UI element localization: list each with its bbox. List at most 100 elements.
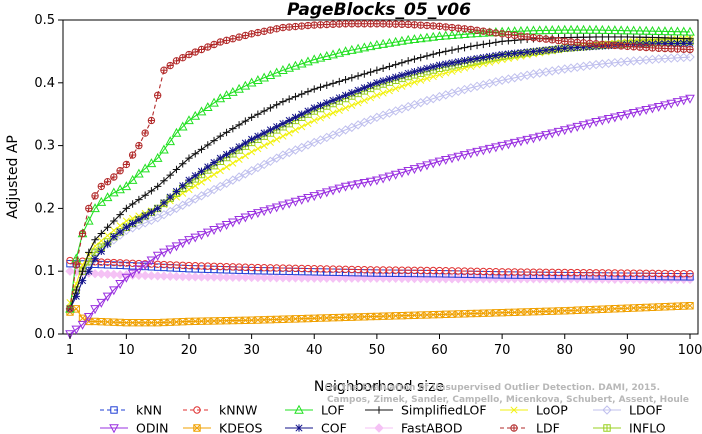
legend-label: FastABOD bbox=[401, 421, 463, 434]
data-point bbox=[278, 150, 288, 160]
data-point bbox=[177, 239, 188, 249]
data-point bbox=[197, 178, 206, 186]
legend-label: INFLO bbox=[629, 421, 666, 434]
data-point bbox=[72, 261, 80, 269]
data-point bbox=[191, 172, 199, 180]
data-point bbox=[77, 266, 88, 276]
data-point bbox=[686, 273, 694, 281]
data-point bbox=[204, 174, 212, 182]
data-point bbox=[290, 273, 301, 283]
data-point bbox=[353, 120, 363, 130]
data-point bbox=[465, 149, 476, 159]
data-point bbox=[404, 80, 412, 88]
data-point bbox=[134, 265, 144, 275]
data-point bbox=[185, 154, 193, 162]
data-point bbox=[398, 82, 406, 90]
data-point bbox=[110, 232, 118, 241]
data-point bbox=[178, 271, 188, 282]
data-point bbox=[491, 143, 501, 153]
data-point bbox=[196, 272, 207, 282]
legend-swatch-marker bbox=[294, 404, 304, 414]
data-point bbox=[291, 126, 300, 134]
data-point bbox=[329, 109, 337, 117]
data-point bbox=[159, 248, 169, 258]
data-point bbox=[435, 48, 444, 57]
data-point bbox=[221, 178, 232, 188]
data-point bbox=[102, 239, 113, 249]
legend-swatch-marker bbox=[602, 405, 612, 415]
data-point bbox=[661, 40, 669, 48]
data-point bbox=[534, 25, 545, 35]
data-point bbox=[410, 68, 419, 76]
data-point bbox=[359, 117, 370, 128]
data-point bbox=[222, 36, 231, 44]
data-point bbox=[478, 27, 489, 37]
data-point bbox=[616, 25, 626, 35]
data-point bbox=[454, 58, 462, 66]
data-point bbox=[398, 59, 406, 67]
data-point bbox=[291, 92, 300, 101]
data-point bbox=[153, 182, 162, 191]
legend-item-knn: kNN bbox=[100, 403, 162, 418]
data-point bbox=[298, 90, 306, 98]
data-point bbox=[141, 129, 149, 137]
data-point bbox=[152, 251, 163, 261]
data-point bbox=[184, 197, 194, 207]
data-point bbox=[434, 31, 445, 41]
legend-item-ldf: LDF bbox=[500, 421, 560, 434]
y-tick-label: 0.4 bbox=[34, 76, 55, 91]
data-point bbox=[460, 64, 469, 72]
data-point bbox=[127, 269, 138, 279]
data-point bbox=[121, 273, 132, 283]
data-point bbox=[153, 204, 162, 213]
data-point bbox=[429, 22, 437, 30]
data-point bbox=[204, 141, 212, 149]
data-point bbox=[347, 122, 357, 133]
data-point bbox=[116, 210, 124, 219]
legend-label: kNNW bbox=[219, 403, 257, 418]
data-point bbox=[228, 272, 238, 282]
x-tick-label: 10 bbox=[118, 343, 135, 358]
data-point bbox=[191, 48, 199, 56]
data-point bbox=[323, 111, 331, 120]
data-point bbox=[259, 72, 269, 82]
data-point bbox=[573, 38, 581, 46]
data-point bbox=[209, 184, 219, 195]
data-point bbox=[115, 270, 125, 280]
data-point bbox=[678, 96, 689, 106]
data-point bbox=[473, 54, 481, 63]
data-point bbox=[285, 129, 293, 137]
data-point bbox=[71, 325, 82, 335]
data-point bbox=[591, 24, 601, 34]
data-point bbox=[96, 269, 107, 279]
data-point bbox=[348, 74, 356, 82]
data-point bbox=[479, 40, 488, 49]
data-point bbox=[559, 126, 570, 136]
data-point bbox=[422, 161, 432, 171]
data-point bbox=[322, 273, 332, 283]
legend-item-fastabod: FastABOD bbox=[365, 421, 463, 434]
data-point bbox=[566, 124, 576, 134]
data-point bbox=[623, 42, 632, 50]
data-point bbox=[617, 33, 625, 41]
data-point bbox=[323, 81, 331, 90]
data-point bbox=[259, 159, 269, 170]
data-point bbox=[171, 127, 182, 137]
data-point bbox=[315, 52, 326, 62]
data-point bbox=[159, 144, 169, 154]
data-point bbox=[229, 35, 237, 43]
data-point bbox=[210, 40, 218, 49]
data-point bbox=[254, 28, 262, 37]
data-point bbox=[611, 41, 619, 49]
data-point bbox=[384, 172, 395, 182]
data-point bbox=[103, 240, 112, 248]
data-point bbox=[272, 25, 281, 33]
data-point bbox=[191, 182, 199, 190]
data-point bbox=[598, 40, 607, 48]
data-point bbox=[328, 49, 338, 59]
data-point bbox=[310, 116, 318, 125]
data-point bbox=[592, 40, 600, 48]
data-point bbox=[165, 136, 176, 146]
data-point bbox=[390, 36, 401, 46]
data-point bbox=[341, 91, 350, 100]
